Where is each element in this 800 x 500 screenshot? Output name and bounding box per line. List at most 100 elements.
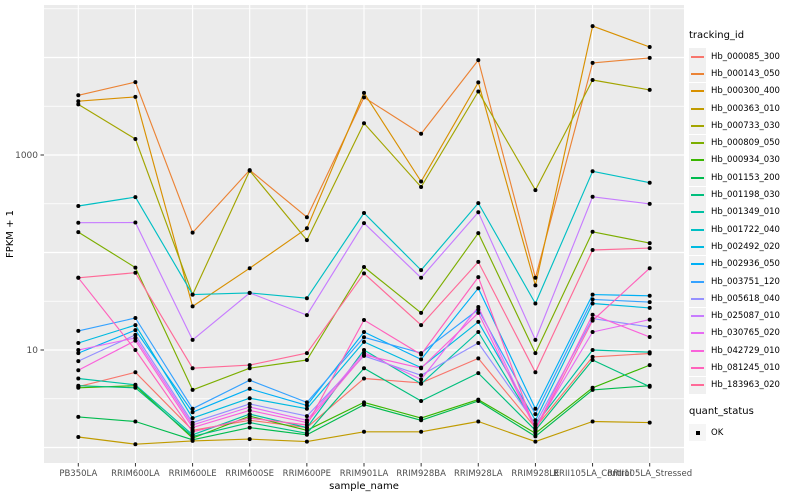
- legend-line-icon: [691, 332, 704, 335]
- legend-key: [689, 82, 706, 100]
- data-point: [476, 275, 481, 280]
- data-point: [590, 301, 595, 306]
- data-point: [590, 292, 595, 297]
- legend-item-quant-ok: OK: [689, 424, 800, 442]
- data-point: [304, 406, 309, 411]
- data-point: [647, 246, 652, 251]
- legend-title-quant-status: quant_status: [689, 405, 754, 417]
- data-point: [647, 384, 652, 389]
- data-point: [76, 351, 81, 356]
- quant-items: OK: [689, 424, 800, 442]
- data-point: [419, 179, 424, 184]
- data-point: [76, 359, 81, 364]
- data-point: [647, 363, 652, 368]
- data-point: [133, 137, 138, 141]
- legend-item-label: Hb_000733_030: [711, 120, 780, 131]
- legend-item-Hb_030765_020: Hb_030765_020: [689, 324, 800, 342]
- legend-title-tracking-id: tracking_id: [689, 30, 745, 41]
- data-point: [133, 385, 138, 390]
- data-point: [304, 296, 309, 301]
- data-point: [647, 87, 652, 92]
- x-tick-label: RRIM928LE: [511, 469, 559, 479]
- data-point: [533, 428, 538, 433]
- data-point: [304, 351, 309, 356]
- data-point: [247, 386, 252, 391]
- data-point: [590, 229, 595, 234]
- data-point: [476, 399, 481, 403]
- data-point: [247, 425, 252, 430]
- legend-line-icon: [691, 194, 704, 197]
- ok-point-icon: [695, 430, 700, 435]
- legend-item-label: Hb_000143_050: [711, 68, 780, 79]
- legend-item-label: Hb_183963_020: [711, 380, 780, 391]
- data-point: [190, 432, 195, 437]
- data-point: [476, 80, 481, 85]
- data-point: [304, 313, 309, 318]
- x-tick-label: RRII105LA_Stressed: [607, 469, 692, 479]
- data-point: [590, 248, 595, 252]
- legend-item-label: Hb_001722_040: [711, 224, 780, 235]
- data-point: [476, 58, 481, 63]
- data-point: [533, 188, 538, 193]
- legend-item-Hb_002936_050: Hb_002936_050: [689, 255, 800, 273]
- legend-item-Hb_000363_010: Hb_000363_010: [689, 100, 800, 118]
- data-point: [304, 358, 309, 362]
- legend-item-Hb_183963_020: Hb_183963_020: [689, 376, 800, 394]
- data-point: [476, 305, 481, 309]
- data-point: [190, 366, 195, 371]
- data-point: [190, 387, 195, 392]
- data-point: [304, 431, 309, 436]
- data-point: [133, 80, 138, 85]
- data-point: [76, 328, 81, 333]
- data-point: [419, 352, 424, 357]
- x-tick-label: RRIM600PE: [283, 469, 331, 479]
- legend-line-icon: [691, 349, 704, 352]
- legend-item-Hb_001349_010: Hb_001349_010: [689, 203, 800, 221]
- data-point: [590, 297, 595, 302]
- data-point: [362, 265, 366, 269]
- data-point: [533, 434, 538, 439]
- x-tick-label: RRIM600LE: [169, 469, 217, 479]
- legend-item-Hb_001153_200: Hb_001153_200: [689, 169, 800, 187]
- y-tick-label: 1000: [15, 151, 38, 161]
- data-point: [76, 204, 81, 208]
- data-point: [476, 259, 481, 264]
- legend-line-icon: [691, 315, 704, 318]
- legend-key: [689, 48, 706, 66]
- legend-item-Hb_005618_040: Hb_005618_040: [689, 290, 800, 308]
- data-point: [190, 429, 195, 434]
- legend-item-label: Hb_025087_010: [711, 311, 780, 322]
- y-tick-label: 10: [27, 346, 39, 356]
- x-axis-title: sample_name: [329, 481, 399, 492]
- legend-item-label: Hb_000934_030: [711, 155, 780, 166]
- data-point: [190, 304, 195, 309]
- x-tick-label: RRIM901LA: [340, 469, 389, 479]
- x-tick-label: RRIM928BA: [396, 469, 446, 479]
- legend-key: [689, 117, 706, 135]
- data-point: [590, 194, 595, 199]
- x-tick-label: RRIM600LA: [111, 469, 160, 479]
- data-point: [133, 316, 138, 320]
- data-point: [190, 230, 195, 235]
- legend-item-label: Hb_001198_030: [711, 190, 780, 201]
- legend-item-label: Hb_003751_120: [711, 276, 780, 287]
- legend-line-icon: [691, 176, 704, 179]
- data-point: [590, 169, 595, 174]
- data-point: [362, 318, 366, 322]
- x-tick-label: PB350LA: [59, 469, 97, 479]
- data-point: [533, 439, 538, 444]
- data-point: [247, 266, 252, 271]
- x-tick-label: RRIM928LA: [454, 469, 503, 479]
- data-point: [133, 338, 138, 343]
- data-point: [247, 378, 252, 383]
- data-point: [76, 93, 81, 98]
- data-point: [647, 45, 652, 49]
- data-point: [533, 370, 538, 375]
- legend-key: [689, 307, 706, 325]
- legend-item-label: Hb_000363_010: [711, 103, 780, 114]
- legend-item-label: Hb_002492_020: [711, 241, 780, 252]
- data-point: [362, 330, 366, 334]
- data-point: [362, 121, 366, 126]
- data-point: [647, 180, 652, 185]
